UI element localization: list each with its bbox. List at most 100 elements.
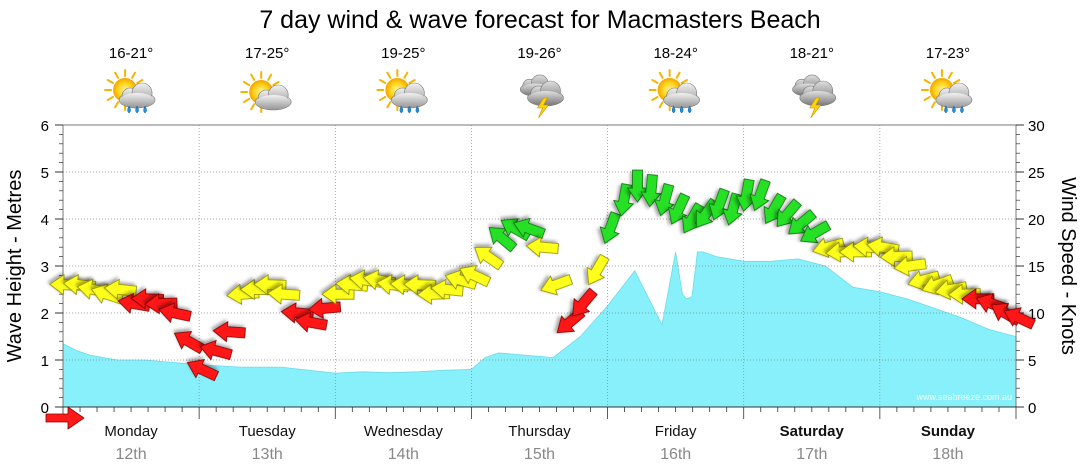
right-axis-tick-label: 15 (1028, 259, 1045, 276)
wind-arrow (488, 227, 518, 253)
sun-ray (114, 71, 120, 79)
daily-temperature-range: 17-23° (926, 45, 970, 62)
partly-cloudy-icon (240, 71, 292, 113)
daily-temperature-range: 18-24° (653, 45, 697, 62)
sun-ray (242, 98, 251, 103)
rain-drop (127, 105, 131, 114)
wind-arrow (788, 209, 817, 235)
day-name-label: Sunday (921, 423, 976, 440)
cloud-shape (254, 84, 292, 111)
day-name-label: Saturday (780, 423, 845, 440)
wind-arrow (103, 278, 138, 301)
sun-shower-icon (648, 69, 700, 114)
sun-ray (242, 81, 251, 86)
cloud-shape (663, 82, 700, 109)
day-name-label: Wednesday (364, 423, 443, 440)
sun-ray (658, 101, 664, 109)
wind-arrow (474, 246, 505, 271)
wave-area-layer (62, 251, 1017, 408)
sun-ray (114, 101, 120, 109)
sun-ray (651, 96, 659, 101)
sun-ray (106, 79, 114, 84)
sun-ray (923, 79, 931, 84)
day-date-label: 15th (524, 446, 555, 463)
sun-ray (675, 71, 681, 79)
right-axis-tick-label: 25 (1028, 165, 1045, 182)
cloud-shape (935, 82, 973, 109)
rain-drop (407, 105, 412, 114)
rain-drop (399, 105, 404, 114)
sun-ray (953, 79, 961, 84)
storm-icon (519, 74, 564, 119)
cloud-fill (120, 93, 155, 107)
day-date-label: 12th (116, 446, 147, 463)
wind-arrow (599, 211, 621, 245)
rain-drop (952, 105, 956, 114)
left-axis-tick-label: 3 (41, 259, 49, 276)
wind-arrow (776, 198, 802, 228)
daily-temperature-range: 19-25° (381, 45, 425, 62)
wind-arrow (721, 192, 743, 226)
cloud-shape (391, 82, 428, 109)
wind-arrow (307, 297, 342, 320)
wind-arrow (459, 264, 492, 288)
day-name-label: Monday (104, 423, 158, 440)
wind-arrow (640, 173, 662, 208)
sun-ray (386, 71, 392, 79)
wind-arrow (613, 183, 635, 217)
daily-temperature-range: 18-21° (790, 45, 834, 62)
sun-ray (930, 101, 936, 109)
wind-arrow (212, 320, 246, 343)
sun-ray (403, 71, 409, 79)
sun-ray (386, 101, 392, 109)
wind-arrow (947, 283, 981, 306)
wind-arrow (430, 278, 464, 301)
rain-drop (687, 105, 692, 114)
right-axis-tick-label: 5 (1028, 353, 1036, 370)
wind-arrow (199, 339, 233, 361)
left-axis-title: Wave Height - Metres (4, 170, 26, 363)
cloud-fill (664, 93, 699, 107)
wind-arrow (294, 311, 328, 333)
cloud-fill (392, 93, 427, 107)
wind-arrow (800, 220, 832, 244)
daily-temperature-range: 17-25° (245, 45, 289, 62)
day-date-label: 13th (252, 446, 283, 463)
sun-shower-icon (920, 69, 973, 114)
sun-ray (408, 79, 416, 84)
sun-ray (272, 81, 280, 86)
daily-temperature-range: 19-26° (517, 45, 561, 62)
daily-temperature-range: 16-21° (109, 45, 153, 62)
sun-ray (131, 71, 137, 79)
wind-arrow (572, 287, 598, 317)
left-axis-tick-label: 0 (41, 400, 49, 417)
lightning-bolt (809, 97, 822, 119)
wind-arrow (749, 178, 771, 212)
axis-layer: 0123456051015202530Monday12thTuesday13th… (41, 118, 1045, 463)
sun-ray (250, 73, 256, 81)
day-date-label: 17th (796, 446, 827, 463)
wind-arrow (879, 245, 913, 268)
left-axis-tick-label: 6 (41, 118, 49, 135)
rain-drop (135, 105, 139, 114)
wind-arrow (893, 255, 927, 277)
sun-ray (947, 71, 953, 79)
left-axis-tick-label: 2 (41, 306, 49, 323)
wind-arrow (540, 274, 574, 296)
sun-ray (136, 79, 144, 84)
wave-height-area (62, 251, 1017, 408)
wind-arrow (266, 283, 301, 305)
current-wind-indicator-icon (45, 406, 85, 430)
sun-shower-icon (376, 69, 428, 114)
sun-ray (106, 96, 114, 101)
lightning-bolt (536, 97, 550, 119)
wind-arrow (173, 331, 206, 355)
left-axis-tick-label: 4 (41, 212, 49, 229)
rain-drop (671, 105, 676, 114)
day-name-label: Tuesday (239, 423, 296, 440)
cloud-fill (936, 93, 971, 107)
rain-drop (679, 105, 684, 114)
daily-forecast-header: 16-21° 17-25° 19-25° 19-26° 18-24° 18-21° 17-2… (104, 45, 973, 119)
cloud-fill (256, 95, 291, 109)
